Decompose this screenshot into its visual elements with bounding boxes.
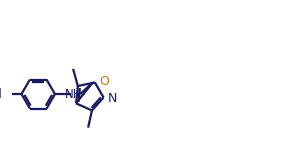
Text: O: O xyxy=(99,75,109,88)
Text: NH: NH xyxy=(65,88,83,101)
Text: I: I xyxy=(0,87,2,101)
Text: N: N xyxy=(107,92,117,105)
